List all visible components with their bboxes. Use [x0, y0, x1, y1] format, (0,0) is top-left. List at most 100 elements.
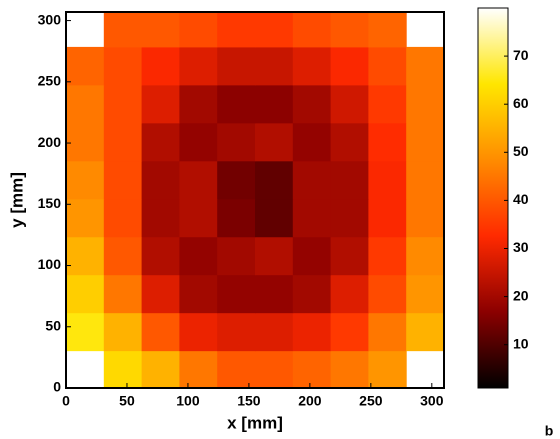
heatmap-cell — [179, 312, 218, 352]
heatmap-cell — [66, 312, 105, 352]
heatmap-cell — [368, 350, 407, 388]
heatmap-cell — [66, 160, 105, 200]
heatmap-cell — [406, 198, 444, 238]
heatmap-cell — [103, 236, 143, 276]
heatmap-cell — [217, 236, 256, 276]
colorbar-tick-label: 30 — [513, 239, 529, 255]
heatmap-cell — [292, 46, 332, 86]
x-axis-title: x [mm] — [227, 413, 283, 432]
y-tick-label: 100 — [38, 256, 62, 272]
heatmap-cell — [103, 122, 143, 162]
colorbar-tick-label: 60 — [513, 95, 529, 111]
colorbar-tick-label: 50 — [513, 143, 529, 159]
y-tick-label: 50 — [45, 317, 61, 333]
heatmap-cell — [103, 312, 143, 352]
colorbar-tick-label: 40 — [513, 191, 529, 207]
heatmap-cell — [406, 160, 444, 200]
heatmap-cell — [330, 350, 369, 388]
heatmap-cell — [368, 84, 407, 124]
heatmap-cell — [255, 236, 294, 276]
heatmap-cell — [179, 84, 218, 124]
x-tick-label: 250 — [359, 393, 383, 409]
heatmap-cell — [217, 46, 256, 86]
heatmap-cell — [330, 274, 369, 314]
heatmap-cell — [330, 46, 369, 86]
heatmap-cell — [292, 84, 332, 124]
heatmap-cell — [368, 198, 407, 238]
heatmap-cell — [255, 84, 294, 124]
heatmap-cell — [330, 12, 369, 48]
heatmap-cell — [179, 122, 218, 162]
heatmap-cell — [368, 160, 407, 200]
heatmap-cell — [255, 122, 294, 162]
heatmap-cell — [406, 274, 444, 314]
heatmap-cell — [66, 46, 105, 86]
heatmap-cell — [406, 46, 444, 86]
heatmap-cell — [66, 198, 105, 238]
x-tick-label: 300 — [420, 393, 444, 409]
heatmap-cell — [179, 236, 218, 276]
heatmap-cell — [255, 312, 294, 352]
heatmap-cell — [368, 312, 407, 352]
heatmap-cell — [255, 350, 294, 388]
heatmap-cell — [66, 236, 105, 276]
heatmap-cell — [217, 274, 256, 314]
x-tick-label: 0 — [62, 393, 70, 409]
y-tick-label: 150 — [38, 195, 62, 211]
heatmap-cell — [103, 46, 143, 86]
heatmap-cell — [255, 12, 294, 48]
heatmap-cell — [255, 160, 294, 200]
heatmap-cell — [103, 160, 143, 200]
heatmap-cell — [141, 84, 180, 124]
heatmap-cell — [179, 350, 218, 388]
heatmap-cell — [406, 236, 444, 276]
y-tick-label: 0 — [53, 379, 61, 395]
heatmap-cell — [368, 46, 407, 86]
heatmap-cell — [141, 312, 180, 352]
heatmap-cell — [330, 312, 369, 352]
heatmap-cell — [66, 84, 105, 124]
heatmap-cell — [217, 350, 256, 388]
heatmap-cell — [179, 46, 218, 86]
heatmap-cell — [103, 12, 143, 48]
x-tick-label: 50 — [119, 393, 135, 409]
colorbar — [477, 7, 509, 389]
x-tick-label: 100 — [176, 393, 200, 409]
heatmap-cell — [141, 46, 180, 86]
heatmap-cell — [217, 160, 256, 200]
y-axis-title: y [mm] — [7, 172, 26, 228]
heatmap-cell — [217, 122, 256, 162]
heatmap-cell — [292, 160, 332, 200]
heatmap-cell — [406, 84, 444, 124]
heatmap-cell — [217, 12, 256, 48]
heatmap-cell — [179, 198, 218, 238]
heatmap-cell — [141, 122, 180, 162]
heatmap-cell — [103, 350, 143, 388]
heatmap-cell — [292, 12, 332, 48]
heatmap-cell — [330, 122, 369, 162]
heatmap-cell — [217, 198, 256, 238]
x-tick-label: 200 — [298, 393, 322, 409]
heatmap-cell — [292, 122, 332, 162]
heatmap-cell — [330, 198, 369, 238]
y-tick-label: 200 — [38, 134, 62, 150]
heatmap-cell — [141, 12, 180, 48]
heatmap-cell — [66, 274, 105, 314]
heatmap-cell — [217, 84, 256, 124]
heatmap-cell — [141, 274, 180, 314]
heatmap-cell — [141, 198, 180, 238]
heatmap-cell — [66, 122, 105, 162]
colorbar-tick-label: 70 — [513, 47, 529, 63]
heatmap-cell — [103, 274, 143, 314]
heatmap-cell — [141, 160, 180, 200]
heatmap-cell — [217, 312, 256, 352]
heatmap-cell — [330, 84, 369, 124]
heatmap-cell — [103, 198, 143, 238]
x-tick-label: 150 — [237, 393, 261, 409]
heatmap-cell — [141, 350, 180, 388]
heatmap-cell — [255, 274, 294, 314]
y-tick-label: 300 — [38, 11, 62, 27]
heatmap-cell — [179, 160, 218, 200]
